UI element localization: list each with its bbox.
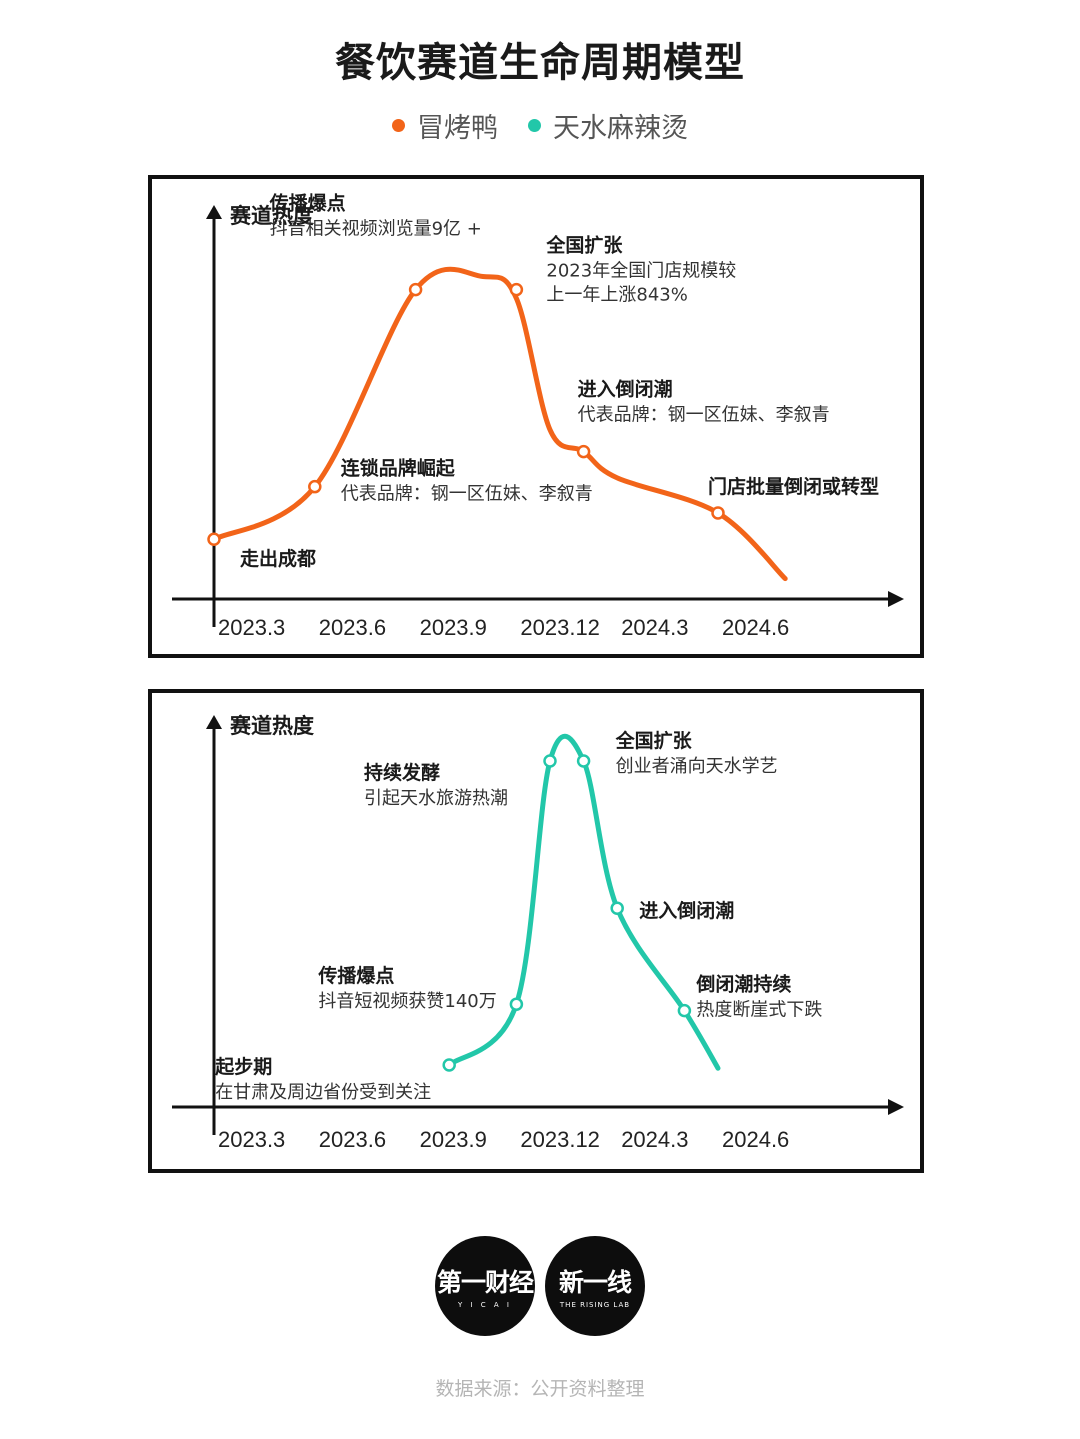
milestone-title: 起步期 — [214, 1056, 272, 1078]
x-tick-label: 2023.9 — [420, 1127, 487, 1152]
milestone-title: 连锁品牌崛起 — [341, 457, 456, 480]
x-axis-arrow — [888, 591, 904, 607]
legend-dot-teal — [528, 119, 541, 132]
milestone-title: 进入倒闭潮 — [578, 378, 673, 401]
x-tick-label: 2023.12 — [520, 615, 600, 640]
y-axis-arrow — [206, 205, 222, 219]
milestone-title: 全国扩张 — [545, 234, 623, 257]
x-tick-label: 2024.3 — [621, 1127, 688, 1152]
legend-label: 天水麻辣烫 — [553, 113, 688, 144]
milestone-point — [610, 901, 624, 915]
milestone-point — [308, 479, 322, 494]
x-tick-label: 2023.6 — [319, 1127, 386, 1152]
milestone-desc: 创业者涌向天水学艺 — [616, 756, 778, 777]
rising-lab-logo: 新一线 THE RISING LAB — [545, 1236, 645, 1336]
x-tick-label: 2023.3 — [218, 615, 285, 640]
milestone-point — [576, 444, 591, 459]
milestone-point — [207, 532, 221, 546]
milestone-title: 门店批量倒闭或转型 — [708, 475, 879, 498]
x-tick-label: 2024.6 — [722, 1127, 789, 1152]
milestone-point — [576, 754, 591, 768]
x-tick-label: 2024.6 — [722, 615, 789, 640]
y-axis-label: 赛道热度 — [229, 714, 314, 738]
x-tick-label: 2023.12 — [520, 1127, 600, 1152]
x-axis-arrow — [888, 1099, 904, 1115]
milestone-title: 持续发酵 — [364, 761, 440, 784]
milestone-point — [543, 754, 557, 768]
data-source-note: 数据来源：公开资料整理 — [435, 1378, 645, 1400]
milestone-title: 传播爆点 — [317, 964, 394, 987]
x-tick-label: 2023.6 — [319, 615, 386, 640]
milestone-title: 传播爆点 — [269, 192, 346, 215]
milestone-point — [408, 282, 423, 297]
page-title: 餐饮赛道生命周期模型 — [335, 40, 745, 86]
chart-panel-roast-duck: 赛道热度 2023.3 2023.6 2023.9 2023.12 2024.3 2024.… — [148, 175, 924, 658]
milestone-title: 全国扩张 — [615, 729, 693, 752]
milestone-title: 进入倒闭潮 — [639, 899, 734, 922]
logo-sub-text: THE RISING LAB — [559, 1301, 631, 1309]
milestone-point — [711, 506, 725, 520]
series-line — [211, 266, 788, 582]
y-axis-label: 赛道热度 — [229, 204, 314, 228]
milestone-title: 倒闭潮持续 — [695, 973, 791, 996]
milestone-point — [509, 282, 524, 297]
legend-item-roast-duck: 冒烤鸭 — [392, 106, 498, 145]
milestone-desc: 引起天水旅游热潮 — [364, 788, 508, 809]
milestone-desc: 抖音短视频获赞140万 — [318, 991, 496, 1012]
legend-item-malatang: 天水麻辣烫 — [528, 106, 688, 145]
milestone-desc: 2023年全国门店规模较 — [546, 261, 736, 282]
x-tick-label: 2023.9 — [420, 615, 487, 640]
chart-legend: 冒烤鸭 天水麻辣烫 — [0, 106, 1080, 145]
milestone-desc: 抖音相关视频浏览量9亿 + — [270, 219, 482, 240]
chart-svg-malatang: 赛道热度 2023.3 2023.6 2023.9 2023.12 2024.3 2024.… — [172, 714, 904, 1152]
milestone-desc: 代表品牌：钢一区伍妹、李叙青 — [341, 484, 593, 505]
x-tick-label: 2024.3 — [621, 615, 688, 640]
milestone-desc: 热度断崖式下跌 — [696, 1000, 822, 1021]
milestone-point — [509, 997, 524, 1011]
x-tick-label: 2023.3 — [218, 1127, 285, 1152]
chart-panel-malatang: 赛道热度 2023.3 2023.6 2023.9 2023.12 2024.3 2024.… — [148, 689, 924, 1173]
logo-sub-text: Y I C A I — [458, 1301, 512, 1309]
chart-svg-roast-duck: 赛道热度 2023.3 2023.6 2023.9 2023.12 2024.3 2024.… — [172, 192, 904, 640]
milestone-point — [442, 1058, 456, 1072]
milestone-desc: 在甘肃及周边省份受到关注 — [215, 1082, 431, 1103]
legend-label: 冒烤鸭 — [417, 113, 498, 144]
milestone-desc: 代表品牌：钢一区伍妹、李叙青 — [578, 405, 830, 426]
milestone-title: 走出成都 — [240, 547, 316, 570]
milestone-desc: 上一年上涨843% — [546, 285, 687, 306]
yicai-logo: 第一财经 Y I C A I — [435, 1236, 535, 1336]
milestone-point — [677, 1003, 692, 1018]
logo-main-text: 新一线 — [558, 1268, 632, 1297]
logo-row: 第一财经 Y I C A I 新一线 THE RISING LAB — [0, 1236, 1080, 1336]
legend-dot-orange — [392, 119, 405, 132]
logo-main-text: 第一财经 — [436, 1268, 534, 1297]
y-axis-arrow — [206, 715, 222, 729]
